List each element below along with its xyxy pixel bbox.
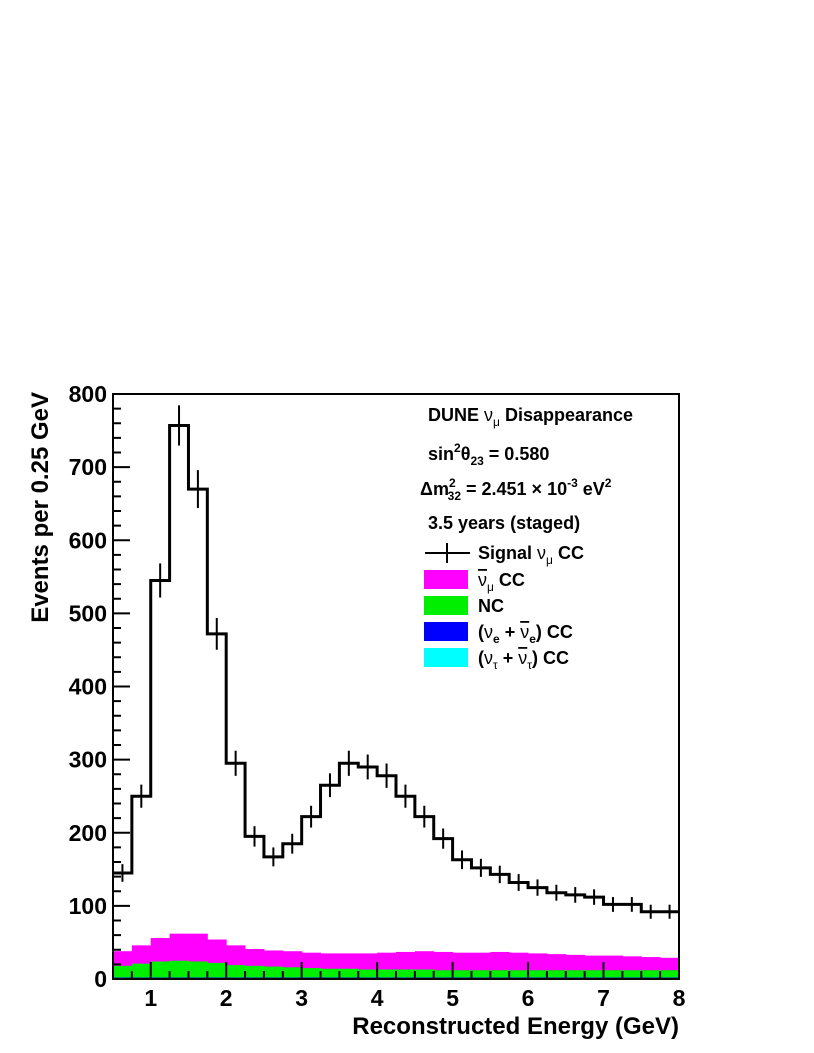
fill-bin-nc xyxy=(660,970,680,979)
fill-bin-nc xyxy=(113,965,133,979)
x-tick-label: 5 xyxy=(446,985,459,1011)
legend-numubar-label: νμ CC xyxy=(478,570,525,594)
legend-nc-swatch xyxy=(424,596,468,615)
annotation-dm2: Δm2 32 = 2.451 × 10-3 eV2 xyxy=(420,476,612,503)
x-tick-label: 4 xyxy=(371,985,384,1011)
fill-bin-nc xyxy=(169,960,189,979)
fill-bin-nc xyxy=(452,970,472,979)
signal-histogram xyxy=(113,405,679,919)
fill-bin-nc xyxy=(622,970,642,979)
fill-bin-nc xyxy=(641,970,661,979)
fill-bin-nc xyxy=(263,966,284,979)
x-tick-label: 8 xyxy=(673,985,686,1011)
fill-bin-nc xyxy=(471,970,491,979)
legend-item-signal: Signal νμ CC xyxy=(425,543,584,567)
y-tick-label: 300 xyxy=(69,747,107,773)
fill-bin-nc xyxy=(339,968,359,979)
legend-nutau-label: (ντ + ντ) CC xyxy=(478,648,569,672)
y-axis-label: Events per 0.25 GeV xyxy=(27,392,54,623)
y-tick-label: 500 xyxy=(69,600,107,626)
fill-bin-nc xyxy=(207,962,227,979)
fill-bin-nc xyxy=(509,970,529,979)
y-tick-label: 200 xyxy=(69,820,107,846)
fill-bin-nc xyxy=(584,970,605,979)
annotation-title: DUNE νμ Disappearance xyxy=(428,405,633,429)
fill-bin-nc xyxy=(282,967,303,979)
fill-bin-nc xyxy=(150,961,171,979)
fill-bin-nc xyxy=(414,969,435,979)
fill-bin-nc xyxy=(188,961,208,979)
legend-nutau-swatch xyxy=(424,648,468,667)
annotation-exposure: 3.5 years (staged) xyxy=(428,513,580,533)
y-tick-label: 600 xyxy=(69,527,107,553)
legend-nc-label: NC xyxy=(478,596,504,616)
fill-bin-nc xyxy=(301,968,322,979)
fill-bin-nc xyxy=(603,970,623,979)
fill-bin-nc xyxy=(490,970,510,979)
axes: 1 2 3 4 5 6 7 8 0 100 200 300 400 500 600 700 800 xyxy=(69,381,686,1011)
legend-numubar-swatch xyxy=(424,570,468,589)
legend-nue-label: (νe + νe) CC xyxy=(478,622,573,646)
x-tick-label: 1 xyxy=(144,985,157,1011)
x-tick-label: 3 xyxy=(295,985,308,1011)
annotation-block: DUNE νμ Disappearance sin2θ23 = 0.580 Δm… xyxy=(420,405,633,533)
legend-nue-swatch xyxy=(424,622,468,641)
fill-bin-nc xyxy=(226,965,246,979)
y-tick-label: 100 xyxy=(69,893,107,919)
legend-item-numubar: νμ CC xyxy=(424,570,525,594)
y-tick-label: 800 xyxy=(69,381,107,407)
legend-item-nc: NC xyxy=(424,596,504,616)
y-tick-label: 400 xyxy=(69,674,107,700)
fill-bin-nc xyxy=(528,970,548,979)
y-tick-label: 700 xyxy=(69,454,107,480)
legend-item-nutau: (ντ + ντ) CC xyxy=(424,648,569,672)
fill-bin-nc xyxy=(245,965,265,979)
legend-signal-label: Signal νμ CC xyxy=(478,543,584,567)
legend-item-nue: (νe + νe) CC xyxy=(424,622,573,646)
annotation-sin2theta: sin2θ23 = 0.580 xyxy=(428,441,549,468)
fill-bin-nc xyxy=(396,969,416,979)
x-axis-label: Reconstructed Energy (GeV) xyxy=(352,1013,679,1040)
fill-bin-nc xyxy=(131,963,152,979)
legend: Signal νμ CC νμ CC NC (νe + νe) CC (ντ +… xyxy=(424,543,584,672)
y-tick-label: 0 xyxy=(94,966,107,992)
fill-bin-nc xyxy=(358,969,378,979)
x-tick-label: 7 xyxy=(597,985,610,1011)
x-tick-label: 6 xyxy=(522,985,535,1011)
fill-bin-nc xyxy=(433,970,454,979)
fill-bin-nc xyxy=(320,968,340,979)
fill-bin-nc xyxy=(565,970,586,979)
x-tick-label: 2 xyxy=(220,985,233,1011)
fill-bin-nc xyxy=(377,969,397,979)
fill-bin-nc xyxy=(546,970,567,979)
